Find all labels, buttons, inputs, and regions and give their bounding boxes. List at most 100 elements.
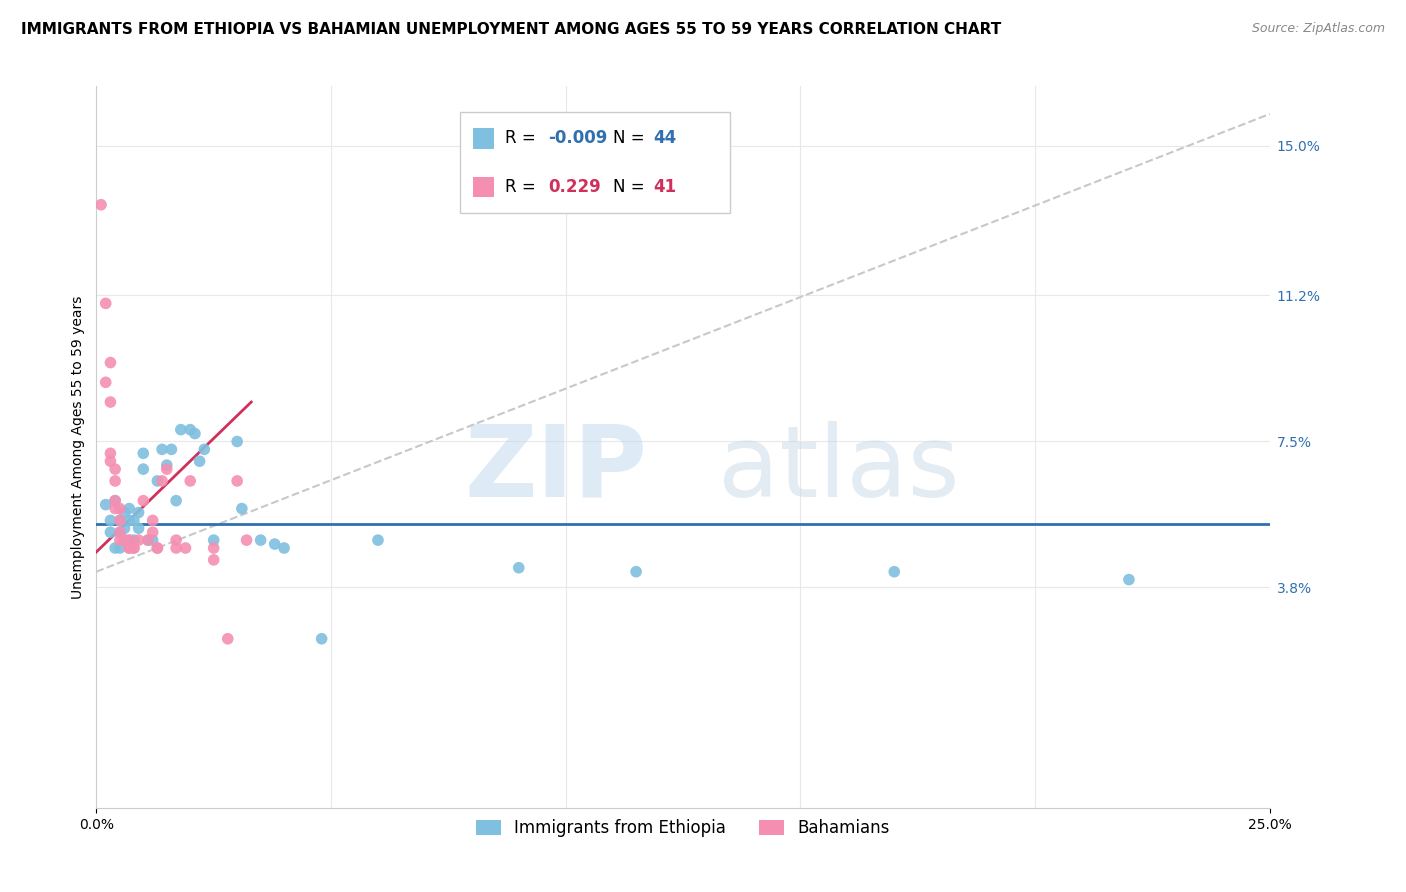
Text: ZIP: ZIP xyxy=(465,420,648,517)
Text: -0.009: -0.009 xyxy=(548,129,607,147)
Point xyxy=(118,533,141,548)
Point xyxy=(165,541,187,555)
Point xyxy=(273,541,295,555)
Point xyxy=(883,565,905,579)
Point xyxy=(94,296,117,310)
Point xyxy=(160,442,183,457)
Point xyxy=(100,355,122,369)
Point xyxy=(108,513,131,527)
Point xyxy=(249,533,271,548)
Point xyxy=(136,533,159,548)
Point xyxy=(114,533,136,548)
Text: N =: N = xyxy=(613,178,644,195)
Point xyxy=(170,423,193,437)
Point xyxy=(150,442,173,457)
Point xyxy=(104,501,127,516)
Point xyxy=(146,541,169,555)
Text: R =: R = xyxy=(505,178,536,195)
Point xyxy=(104,462,127,476)
Point xyxy=(624,565,647,579)
Point xyxy=(114,533,136,548)
Point xyxy=(108,525,131,540)
Point xyxy=(226,434,249,449)
Point xyxy=(367,533,389,548)
Point xyxy=(188,454,211,468)
FancyBboxPatch shape xyxy=(460,112,730,212)
Text: 0.229: 0.229 xyxy=(548,178,600,195)
Point xyxy=(235,533,257,548)
Point xyxy=(128,521,150,535)
Point xyxy=(136,533,159,548)
Point xyxy=(231,501,253,516)
Point xyxy=(165,493,187,508)
Point xyxy=(118,533,141,548)
Point xyxy=(202,533,225,548)
Point xyxy=(94,376,117,390)
Point xyxy=(142,533,165,548)
Point xyxy=(174,541,197,555)
Point xyxy=(108,533,131,548)
Text: 41: 41 xyxy=(654,178,676,195)
Point xyxy=(132,446,155,460)
Text: atlas: atlas xyxy=(718,420,960,517)
Point xyxy=(104,493,127,508)
Point xyxy=(132,493,155,508)
Point xyxy=(108,513,131,527)
Point xyxy=(104,474,127,488)
Point xyxy=(184,426,207,441)
Point xyxy=(114,521,136,535)
FancyBboxPatch shape xyxy=(472,128,494,149)
Point xyxy=(108,501,131,516)
Point xyxy=(114,533,136,548)
Point xyxy=(122,533,145,548)
Point xyxy=(193,442,215,457)
Point xyxy=(100,525,122,540)
Point xyxy=(118,541,141,555)
Point xyxy=(90,198,112,212)
Point xyxy=(108,525,131,540)
Y-axis label: Unemployment Among Ages 55 to 59 years: Unemployment Among Ages 55 to 59 years xyxy=(72,296,86,599)
Text: 44: 44 xyxy=(654,129,676,147)
Point xyxy=(122,541,145,555)
Point xyxy=(156,458,179,472)
Text: Source: ZipAtlas.com: Source: ZipAtlas.com xyxy=(1251,22,1385,36)
Text: R =: R = xyxy=(505,129,536,147)
Point xyxy=(128,506,150,520)
Point xyxy=(104,493,127,508)
Point xyxy=(179,474,201,488)
Point xyxy=(311,632,333,646)
Text: IMMIGRANTS FROM ETHIOPIA VS BAHAMIAN UNEMPLOYMENT AMONG AGES 55 TO 59 YEARS CORR: IMMIGRANTS FROM ETHIOPIA VS BAHAMIAN UNE… xyxy=(21,22,1001,37)
Point xyxy=(118,541,141,555)
Point xyxy=(114,506,136,520)
Point xyxy=(150,474,173,488)
Legend: Immigrants from Ethiopia, Bahamians: Immigrants from Ethiopia, Bahamians xyxy=(470,812,897,844)
Point xyxy=(156,462,179,476)
Point xyxy=(508,560,530,574)
Point xyxy=(122,513,145,527)
Text: N =: N = xyxy=(613,129,644,147)
Point xyxy=(100,446,122,460)
Point xyxy=(202,541,225,555)
Point xyxy=(100,513,122,527)
Point xyxy=(132,462,155,476)
Point xyxy=(100,395,122,409)
Point xyxy=(128,533,150,548)
Point xyxy=(165,533,187,548)
Point xyxy=(226,474,249,488)
Point xyxy=(108,541,131,555)
Point xyxy=(118,513,141,527)
Point xyxy=(179,423,201,437)
Point xyxy=(142,513,165,527)
Point xyxy=(104,541,127,555)
Point xyxy=(114,533,136,548)
Point xyxy=(217,632,239,646)
Point xyxy=(146,541,169,555)
FancyBboxPatch shape xyxy=(472,178,494,197)
Point xyxy=(142,525,165,540)
Point xyxy=(122,541,145,555)
Point xyxy=(263,537,285,551)
Point xyxy=(118,501,141,516)
Point xyxy=(100,454,122,468)
Point xyxy=(94,498,117,512)
Point xyxy=(202,553,225,567)
